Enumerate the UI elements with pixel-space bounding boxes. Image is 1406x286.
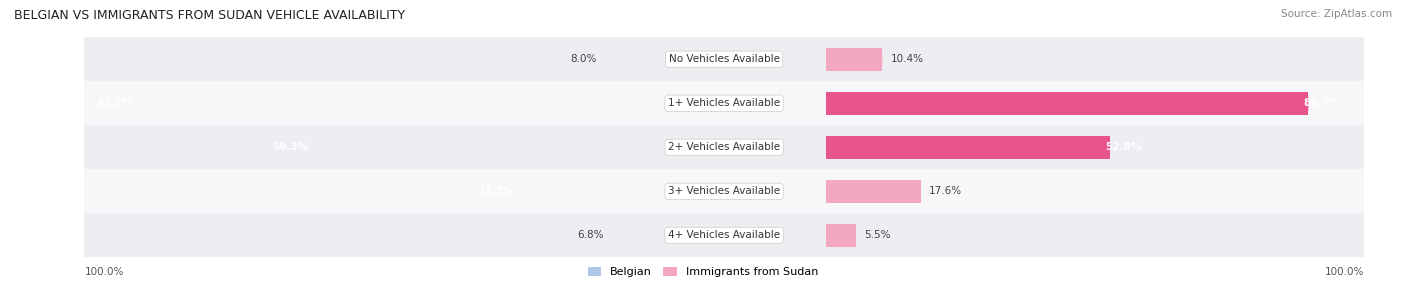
Text: 100.0%: 100.0% — [1324, 267, 1364, 277]
Ellipse shape — [655, 224, 658, 247]
Bar — [1306, 92, 1309, 115]
Bar — [827, 48, 882, 71]
Text: 1+ Vehicles Available: 1+ Vehicles Available — [668, 98, 780, 108]
Bar — [621, 81, 827, 125]
Text: 10.4%: 10.4% — [890, 54, 924, 64]
Bar — [827, 213, 1364, 257]
Bar — [621, 92, 1115, 115]
Text: 4+ Vehicles Available: 4+ Vehicles Available — [668, 231, 780, 240]
Bar — [938, 136, 941, 159]
Text: 92.1%: 92.1% — [96, 98, 132, 108]
Text: 21.2%: 21.2% — [477, 186, 513, 196]
Ellipse shape — [880, 48, 883, 71]
Bar — [733, 180, 735, 203]
Ellipse shape — [853, 224, 856, 247]
Text: 2+ Vehicles Available: 2+ Vehicles Available — [668, 142, 780, 152]
Bar — [827, 92, 1308, 115]
Bar — [621, 180, 734, 203]
Bar — [853, 224, 856, 247]
Bar — [1108, 136, 1111, 159]
Bar — [84, 125, 621, 169]
Text: 3+ Vehicles Available: 3+ Vehicles Available — [668, 186, 780, 196]
Bar — [84, 213, 621, 257]
Ellipse shape — [1114, 92, 1116, 115]
Text: 5.5%: 5.5% — [865, 231, 890, 240]
Bar — [84, 81, 621, 125]
Bar — [84, 169, 621, 213]
Ellipse shape — [662, 48, 665, 71]
Bar — [827, 180, 920, 203]
Text: No Vehicles Available: No Vehicles Available — [669, 54, 779, 64]
Ellipse shape — [918, 180, 921, 203]
Bar — [918, 180, 921, 203]
Bar — [621, 224, 657, 247]
Bar — [662, 48, 665, 71]
Text: Source: ZipAtlas.com: Source: ZipAtlas.com — [1281, 9, 1392, 19]
Ellipse shape — [1306, 92, 1309, 115]
Bar — [655, 224, 658, 247]
Bar — [621, 48, 664, 71]
Text: 89.7%: 89.7% — [1303, 98, 1340, 108]
Text: 52.8%: 52.8% — [1105, 142, 1142, 152]
Bar — [621, 136, 939, 159]
Text: 17.6%: 17.6% — [929, 186, 962, 196]
Bar — [827, 81, 1364, 125]
Bar — [621, 37, 827, 81]
Ellipse shape — [733, 180, 735, 203]
Bar — [827, 224, 855, 247]
Bar — [827, 136, 1109, 159]
Text: BELGIAN VS IMMIGRANTS FROM SUDAN VEHICLE AVAILABILITY: BELGIAN VS IMMIGRANTS FROM SUDAN VEHICLE… — [14, 9, 405, 21]
Text: 59.3%: 59.3% — [273, 142, 308, 152]
Bar — [621, 125, 827, 169]
Bar — [84, 37, 621, 81]
Bar — [621, 169, 827, 213]
Text: 8.0%: 8.0% — [571, 54, 598, 64]
Legend: Belgian, Immigrants from Sudan: Belgian, Immigrants from Sudan — [585, 263, 821, 281]
Text: 6.8%: 6.8% — [576, 231, 603, 240]
Ellipse shape — [938, 136, 941, 159]
Text: 100.0%: 100.0% — [84, 267, 124, 277]
Bar — [880, 48, 883, 71]
Ellipse shape — [1108, 136, 1111, 159]
Bar — [827, 37, 1364, 81]
Bar — [827, 125, 1364, 169]
Bar — [1114, 92, 1116, 115]
Bar — [827, 169, 1364, 213]
Bar — [621, 213, 827, 257]
